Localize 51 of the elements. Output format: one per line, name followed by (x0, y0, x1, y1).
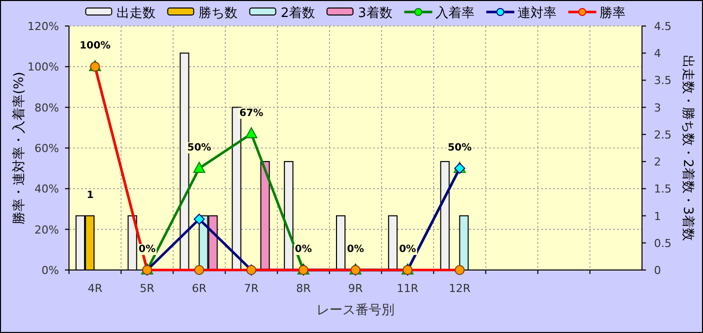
x-tick-label: 4R (88, 282, 103, 295)
x-tick-label: 6R (192, 282, 207, 295)
y2-tick-label: 3.5 (654, 74, 672, 88)
y2-tick-label: 2 (654, 156, 661, 169)
point (245, 127, 258, 138)
point (193, 162, 206, 173)
bar (336, 215, 346, 270)
legend-label: 3着数 (358, 5, 392, 21)
bar (180, 52, 190, 270)
y-tick-label: 120% (28, 20, 59, 33)
label: 0% (138, 244, 157, 255)
label: 50% (446, 142, 473, 154)
y2-tick-label: 4 (654, 47, 661, 60)
label: 100% (78, 40, 112, 52)
y2-tick-label: 1.5 (654, 182, 672, 196)
y2-tick-label: 2.5 (654, 128, 672, 142)
label: 0% (398, 244, 418, 255)
legend-label: 連対率 (517, 5, 556, 21)
x-tick-label: 9R (348, 282, 364, 295)
legend-label: 2着数 (280, 5, 315, 21)
label: 0% (294, 244, 313, 255)
x-tick-label: 8R (296, 282, 312, 295)
y-tick-label: 40% (34, 182, 59, 196)
y2-tick-label: 1 (654, 210, 661, 223)
y-tick-label: 0% (42, 264, 59, 277)
bar (284, 161, 294, 270)
y2-tick-label: 0 (654, 264, 661, 277)
x-axis-title: レース番号別 (316, 303, 394, 318)
y2-tick-label: 0.5 (654, 236, 672, 250)
legend-label: 出走数 (116, 6, 156, 21)
legend-label: 勝ち数 (198, 6, 238, 21)
y-tick-label: 20% (34, 223, 59, 236)
bar (440, 161, 450, 270)
x-tick-label: 11R (396, 282, 419, 295)
y2-tick-label: 3 (654, 101, 661, 114)
y-axis-title: 勝率・連対率・入着率(%) (11, 72, 27, 224)
x-tick-label: 12R (448, 282, 471, 295)
x-tick-label: 5R (140, 282, 155, 295)
point (194, 214, 205, 225)
y-tick-label: 100% (28, 60, 59, 74)
bar (260, 161, 270, 270)
y-tick-label: 80% (34, 101, 59, 114)
y2-axis-title: 出走数・勝ち数・2着数・3着数 (680, 55, 696, 241)
y-tick-label: 60% (34, 142, 59, 155)
y2-tick-label: 4.5 (654, 20, 672, 33)
legend-label: 勝率 (599, 5, 626, 21)
legend-label: 入着率 (435, 5, 474, 21)
label: 0% (346, 244, 365, 255)
bar (232, 106, 242, 270)
bar (388, 215, 398, 270)
x-tick-label: 7R (244, 282, 259, 295)
